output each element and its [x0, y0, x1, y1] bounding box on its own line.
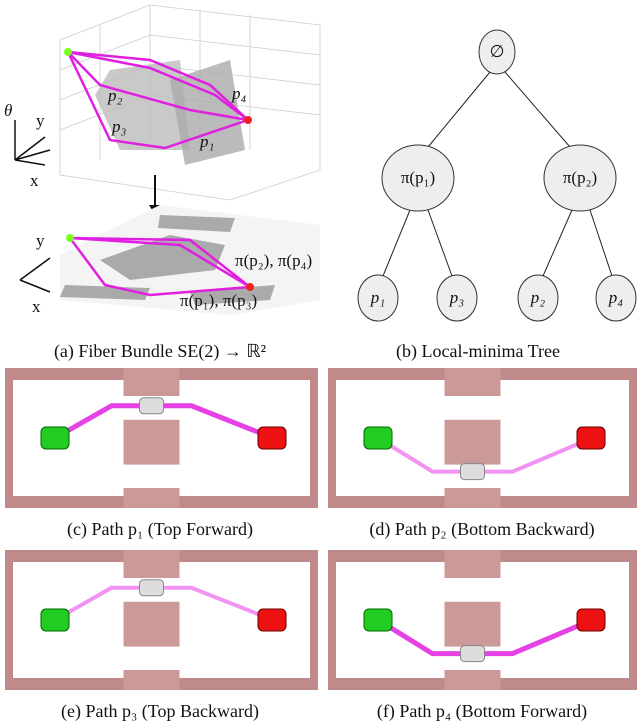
block	[123, 670, 180, 690]
goal-robot	[257, 608, 287, 632]
goal	[244, 116, 252, 124]
scene	[328, 550, 637, 690]
tree-node	[517, 274, 559, 322]
node-label: p₂	[530, 288, 546, 307]
label: p₄	[231, 84, 247, 103]
caption: (a) Fiber Bundle SE(2) → ℝ²	[54, 341, 266, 362]
start-robot	[40, 608, 70, 632]
axis-label: x	[30, 171, 39, 190]
axis-label: y	[36, 231, 45, 250]
block	[444, 368, 501, 396]
block	[444, 419, 501, 465]
scene	[5, 368, 318, 508]
node-label: π(p₂)	[563, 168, 597, 187]
start	[66, 234, 74, 242]
start	[64, 48, 72, 56]
goal-robot	[576, 426, 606, 450]
scene	[328, 368, 637, 508]
label: p₂	[107, 86, 123, 105]
tree-edges	[382, 71, 613, 277]
axes	[14, 120, 51, 166]
node-label: p₃	[449, 288, 465, 307]
path-loop	[67, 50, 249, 122]
label: π(p₁), π(p₃)	[180, 291, 257, 310]
robot	[139, 579, 164, 597]
goal-robot	[576, 608, 606, 632]
tree-panel: ∅ π(p₁) π(p₂) p₁ p₃ p₂ p₄ (b) Local-mini…	[357, 29, 637, 362]
label: p₃	[111, 117, 127, 136]
label: π(p₂), π(p₄)	[235, 251, 312, 270]
scene	[5, 550, 318, 690]
caption: (c) Path p₁ (Top Forward)	[67, 519, 253, 540]
obstacle-fiber	[95, 60, 190, 150]
node-label: p₁	[370, 288, 385, 307]
block	[123, 488, 180, 508]
caption: (e) Path p₃ (Top Backward)	[61, 701, 259, 722]
axis-label: y	[36, 111, 45, 130]
fiber-bundle-panel: p₂ p₄ p₃ p₁ θ y x y x π(p₂), π(p₄) π(p₁)…	[4, 4, 321, 362]
axis-label: x	[32, 297, 41, 316]
block	[123, 601, 180, 647]
goal	[246, 283, 254, 291]
projected-path	[67, 236, 254, 297]
robot	[460, 645, 485, 663]
block	[444, 601, 501, 647]
tree-node	[543, 144, 617, 212]
node-label: p₄	[608, 288, 624, 307]
robot	[139, 397, 164, 415]
tree-node	[357, 274, 399, 322]
block	[123, 368, 180, 396]
tree-node	[381, 144, 455, 212]
caption: (f) Path p₄ (Bottom Forward)	[377, 701, 587, 722]
block	[444, 488, 501, 508]
tree-node	[595, 274, 637, 322]
scenes	[5, 368, 637, 690]
block	[444, 550, 501, 578]
goal-robot	[257, 426, 287, 450]
block	[123, 550, 180, 578]
start-robot	[363, 426, 393, 450]
start-robot	[40, 426, 70, 450]
block	[444, 670, 501, 690]
axis-label: θ	[4, 101, 12, 120]
tree-node	[478, 29, 516, 75]
obstacle-projection	[60, 215, 275, 305]
block	[123, 419, 180, 465]
tree-node	[436, 274, 478, 322]
caption: (b) Local-minima Tree	[396, 341, 560, 362]
axes	[19, 257, 51, 293]
robot	[460, 463, 485, 481]
caption: (d) Path p₂ (Bottom Backward)	[369, 519, 594, 540]
start-robot	[363, 608, 393, 632]
node-label: ∅	[490, 42, 505, 61]
node-label: π(p₁)	[401, 168, 435, 187]
label: p₁	[199, 132, 214, 151]
